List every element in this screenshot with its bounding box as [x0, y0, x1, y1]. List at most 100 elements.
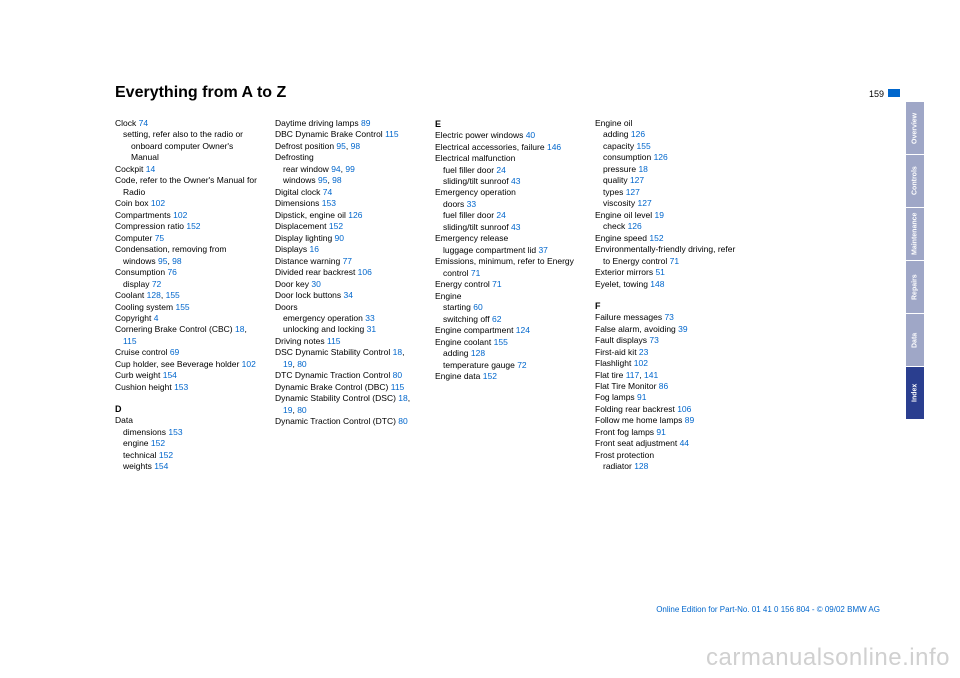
page-ref[interactable]: 148 [650, 279, 664, 289]
page-ref[interactable]: 24 [496, 165, 505, 175]
page-ref[interactable]: 51 [655, 267, 664, 277]
page-ref[interactable]: 128 [471, 348, 485, 358]
page-ref[interactable]: 37 [538, 245, 547, 255]
page-ref[interactable]: 73 [649, 335, 658, 345]
page-ref[interactable]: 76 [167, 267, 176, 277]
page-ref[interactable]: 77 [343, 256, 352, 266]
page-ref[interactable]: 91 [637, 392, 646, 402]
page-ref[interactable]: 69 [170, 347, 179, 357]
page-ref[interactable]: 152 [159, 450, 173, 460]
page-ref[interactable]: 80 [398, 416, 407, 426]
page-ref[interactable]: 126 [654, 152, 668, 162]
page-ref[interactable]: 155 [637, 141, 651, 151]
page-ref[interactable]: 91 [656, 427, 665, 437]
page-ref[interactable]: 4 [154, 313, 159, 323]
page-ref[interactable]: 39 [678, 324, 687, 334]
page-ref[interactable]: 127 [626, 187, 640, 197]
page-ref[interactable]: 128 [634, 461, 648, 471]
page-ref[interactable]: 126 [348, 210, 362, 220]
page-ref[interactable]: 127 [630, 175, 644, 185]
page-ref[interactable]: 71 [471, 268, 480, 278]
page-ref[interactable]: 18 [235, 324, 244, 334]
page-ref[interactable]: 80 [297, 405, 306, 415]
page-ref[interactable]: 71 [492, 279, 501, 289]
side-tab-index[interactable]: Index [906, 367, 924, 419]
page-ref[interactable]: 117 [626, 370, 640, 380]
page-ref[interactable]: 73 [664, 312, 673, 322]
side-tab-maintenance[interactable]: Maintenance [906, 208, 924, 260]
page-ref[interactable]: 72 [152, 279, 161, 289]
page-ref[interactable]: 18 [393, 347, 402, 357]
page-ref[interactable]: 19 [283, 359, 292, 369]
page-ref[interactable]: 126 [631, 129, 645, 139]
page-ref[interactable]: 102 [634, 358, 648, 368]
page-ref[interactable]: 16 [309, 244, 318, 254]
side-tab-data[interactable]: Data [906, 314, 924, 366]
page-ref[interactable]: 95 [318, 175, 327, 185]
page-ref[interactable]: 19 [283, 405, 292, 415]
page-ref[interactable]: 128 [147, 290, 161, 300]
page-ref[interactable]: 14 [146, 164, 155, 174]
side-tab-overview[interactable]: Overview [906, 102, 924, 154]
page-ref[interactable]: 102 [151, 198, 165, 208]
page-ref[interactable]: 72 [517, 360, 526, 370]
page-ref[interactable]: 33 [365, 313, 374, 323]
page-ref[interactable]: 98 [172, 256, 181, 266]
page-ref[interactable]: 155 [494, 337, 508, 347]
page-ref[interactable]: 126 [628, 221, 642, 231]
page-ref[interactable]: 153 [168, 427, 182, 437]
page-ref[interactable]: 155 [175, 302, 189, 312]
page-ref[interactable]: 94 [331, 164, 340, 174]
page-ref[interactable]: 152 [186, 221, 200, 231]
page-ref[interactable]: 95 [158, 256, 167, 266]
page-ref[interactable]: 19 [655, 210, 664, 220]
page-ref[interactable]: 154 [154, 461, 168, 471]
page-ref[interactable]: 23 [639, 347, 648, 357]
page-ref[interactable]: 115 [385, 129, 399, 139]
page-ref[interactable]: 74 [139, 118, 148, 128]
page-ref[interactable]: 24 [496, 210, 505, 220]
page-ref[interactable]: 98 [332, 175, 341, 185]
page-ref[interactable]: 141 [644, 370, 658, 380]
page-ref[interactable]: 153 [174, 382, 188, 392]
page-ref[interactable]: 86 [659, 381, 668, 391]
page-ref[interactable]: 155 [166, 290, 180, 300]
page-ref[interactable]: 44 [680, 438, 689, 448]
page-ref[interactable]: 33 [467, 199, 476, 209]
page-ref[interactable]: 89 [685, 415, 694, 425]
page-ref[interactable]: 60 [473, 302, 482, 312]
page-ref[interactable]: 102 [242, 359, 256, 369]
page-ref[interactable]: 40 [526, 130, 535, 140]
page-ref[interactable]: 115 [123, 336, 137, 346]
page-ref[interactable]: 152 [329, 221, 343, 231]
page-ref[interactable]: 154 [163, 370, 177, 380]
page-ref[interactable]: 152 [649, 233, 663, 243]
page-ref[interactable]: 99 [345, 164, 354, 174]
page-ref[interactable]: 127 [637, 198, 651, 208]
page-ref[interactable]: 115 [391, 382, 405, 392]
page-ref[interactable]: 89 [361, 118, 370, 128]
page-ref[interactable]: 34 [344, 290, 353, 300]
page-ref[interactable]: 74 [323, 187, 332, 197]
page-ref[interactable]: 75 [155, 233, 164, 243]
page-ref[interactable]: 43 [511, 176, 520, 186]
page-ref[interactable]: 43 [511, 222, 520, 232]
side-tab-controls[interactable]: Controls [906, 155, 924, 207]
page-ref[interactable]: 71 [670, 256, 679, 266]
page-ref[interactable]: 80 [393, 370, 402, 380]
page-ref[interactable]: 90 [335, 233, 344, 243]
side-tab-repairs[interactable]: Repairs [906, 261, 924, 313]
page-ref[interactable]: 115 [327, 336, 341, 346]
page-ref[interactable]: 102 [173, 210, 187, 220]
page-ref[interactable]: 124 [516, 325, 530, 335]
page-ref[interactable]: 106 [358, 267, 372, 277]
page-ref[interactable]: 80 [297, 359, 306, 369]
page-ref[interactable]: 95 [336, 141, 345, 151]
page-ref[interactable]: 152 [483, 371, 497, 381]
page-ref[interactable]: 146 [547, 142, 561, 152]
page-ref[interactable]: 18 [638, 164, 647, 174]
page-ref[interactable]: 152 [151, 438, 165, 448]
page-ref[interactable]: 62 [492, 314, 501, 324]
page-ref[interactable]: 98 [351, 141, 360, 151]
page-ref[interactable]: 31 [367, 324, 376, 334]
